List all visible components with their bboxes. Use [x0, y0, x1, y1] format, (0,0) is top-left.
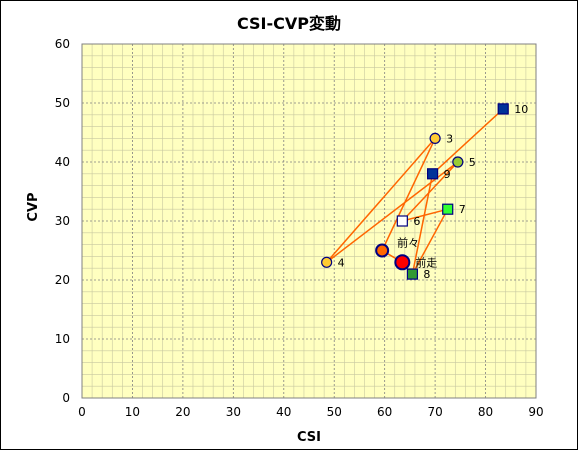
x-axis-title: CSI	[297, 430, 321, 445]
point-labels: 前走 前々 3 4 5 6 7 8 9 10	[338, 103, 529, 281]
data-point	[321, 256, 333, 268]
data-point	[442, 203, 454, 215]
point-label: 10	[514, 103, 528, 116]
point-label: 9	[444, 168, 451, 181]
point-label: 6	[413, 215, 420, 228]
chart-title: CSI-CVP変動	[237, 14, 341, 33]
connecting-line	[401, 161, 459, 222]
data-point	[394, 254, 411, 271]
data-point	[375, 243, 390, 258]
point-label: 3	[446, 132, 453, 145]
y-tick-label: 10	[55, 332, 70, 346]
plot-border	[81, 43, 537, 399]
connecting-line	[381, 138, 436, 251]
y-axis-title: CVP	[26, 192, 41, 221]
y-tick-label: 60	[55, 37, 70, 51]
x-tick-label: 70	[427, 405, 442, 419]
point-label: 前走	[415, 255, 437, 269]
point-label: 8	[423, 268, 430, 281]
data-point	[426, 168, 439, 180]
data-point	[396, 215, 408, 227]
y-tick-label: 30	[55, 214, 70, 228]
plot-area	[82, 44, 536, 398]
connecting-line	[411, 208, 449, 275]
y-tick-label: 20	[55, 273, 70, 287]
tick-labels: 0 10 20 30 40 50 60 70 80 90 0 10 20 30 40 50 60	[55, 37, 544, 419]
connecting-line	[326, 137, 436, 263]
x-tick-label: 0	[78, 405, 86, 419]
connecting-line	[432, 108, 504, 175]
point-label: 前々	[397, 236, 419, 250]
x-tick-label: 80	[478, 405, 493, 419]
data-point	[497, 103, 509, 115]
connecting-line	[411, 173, 434, 275]
data-points	[321, 103, 509, 280]
x-tick-label: 10	[125, 405, 140, 419]
x-tick-label: 30	[226, 405, 241, 419]
x-tick-label: 40	[276, 405, 291, 419]
y-tick-label: 0	[62, 391, 70, 405]
x-tick-label: 50	[327, 405, 342, 419]
y-tick-label: 50	[55, 96, 70, 110]
x-tick-label: 60	[377, 405, 392, 419]
y-tick-label: 40	[55, 155, 70, 169]
connecting-lines	[326, 108, 504, 275]
x-tick-label: 90	[528, 405, 543, 419]
data-point	[429, 132, 441, 144]
data-point	[406, 268, 419, 280]
x-tick-label: 20	[175, 405, 190, 419]
point-label: 4	[338, 256, 345, 269]
point-label: 5	[469, 156, 476, 169]
point-label: 7	[459, 203, 466, 216]
data-point	[452, 156, 464, 168]
